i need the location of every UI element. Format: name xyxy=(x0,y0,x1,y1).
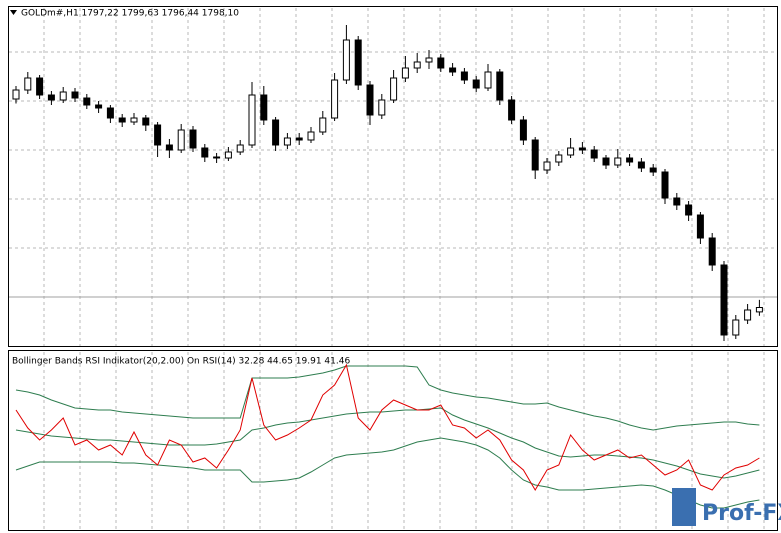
indicator-line xyxy=(15,437,760,509)
indicator-line xyxy=(15,363,760,491)
candle-body xyxy=(425,57,433,63)
candle-body xyxy=(390,77,398,101)
candle-body xyxy=(614,157,622,166)
candle-body xyxy=(154,124,162,146)
candle-body xyxy=(189,129,197,149)
candle-body xyxy=(307,131,315,141)
indicator-title: Bollinger Bands RSI Indikator(20,2.00) O… xyxy=(12,357,350,367)
candle-body xyxy=(47,94,55,101)
candle-body xyxy=(519,119,527,141)
grid xyxy=(9,8,777,530)
candle-body xyxy=(283,137,291,146)
candle-body xyxy=(248,94,256,146)
candle-body xyxy=(142,117,150,126)
watermark: Prof-FX xyxy=(702,501,781,526)
watermark-logo xyxy=(672,488,696,526)
main-pane xyxy=(8,6,778,347)
candle-body xyxy=(708,237,716,266)
candle-body xyxy=(95,104,103,109)
candle-body xyxy=(437,57,445,69)
candle-body xyxy=(732,319,740,336)
candle-body xyxy=(578,147,586,151)
candle-body xyxy=(165,144,173,151)
candle-body xyxy=(472,79,480,89)
candle-body xyxy=(755,307,763,313)
main-title: GOLDm#,H1 1797,22 1799,63 1796,44 1798,1… xyxy=(21,9,239,19)
candle-body xyxy=(331,79,339,119)
candle-body xyxy=(59,91,67,101)
candle-body xyxy=(236,144,244,153)
indicator-line xyxy=(15,365,760,431)
candle-body xyxy=(460,71,468,81)
candle-body xyxy=(649,167,657,173)
candle-body xyxy=(378,99,386,116)
candle-body xyxy=(83,97,91,106)
candle-body xyxy=(543,161,551,171)
candle-body xyxy=(413,61,421,69)
candle-body xyxy=(24,77,32,91)
candle-body xyxy=(342,39,350,81)
candle-body xyxy=(213,156,221,159)
candle-body xyxy=(272,119,280,146)
candle-body xyxy=(130,117,138,123)
candle-body xyxy=(354,39,362,86)
candle-body xyxy=(118,117,126,123)
menu-arrow[interactable] xyxy=(10,10,17,15)
candle-body xyxy=(590,149,598,159)
candle-body xyxy=(319,117,327,133)
candle-body xyxy=(295,137,303,141)
candle-body xyxy=(36,77,44,96)
candle-body xyxy=(201,147,209,158)
candle-body xyxy=(496,71,504,101)
candle-body xyxy=(720,264,728,336)
candle-body xyxy=(626,157,634,163)
candle-body xyxy=(567,147,575,156)
candle-body xyxy=(744,309,752,321)
candle-body xyxy=(637,161,645,169)
candle-body xyxy=(484,71,492,89)
candle-body xyxy=(401,67,409,79)
candle-body xyxy=(685,204,693,216)
indicator-pane xyxy=(8,350,778,531)
candle-body xyxy=(366,84,374,116)
candle-body xyxy=(260,94,268,121)
candle-body xyxy=(71,91,79,99)
candle-body xyxy=(531,139,539,171)
candle-body xyxy=(449,67,457,73)
candle-body xyxy=(12,89,20,100)
candle-body xyxy=(673,197,681,206)
candle-body xyxy=(177,129,185,151)
candle-body xyxy=(508,99,516,121)
candle-body xyxy=(106,107,114,119)
candle-body xyxy=(224,151,232,159)
candle-body xyxy=(555,154,563,163)
candle-body xyxy=(661,171,669,199)
candle-body xyxy=(696,214,704,239)
candle-body xyxy=(602,157,610,166)
